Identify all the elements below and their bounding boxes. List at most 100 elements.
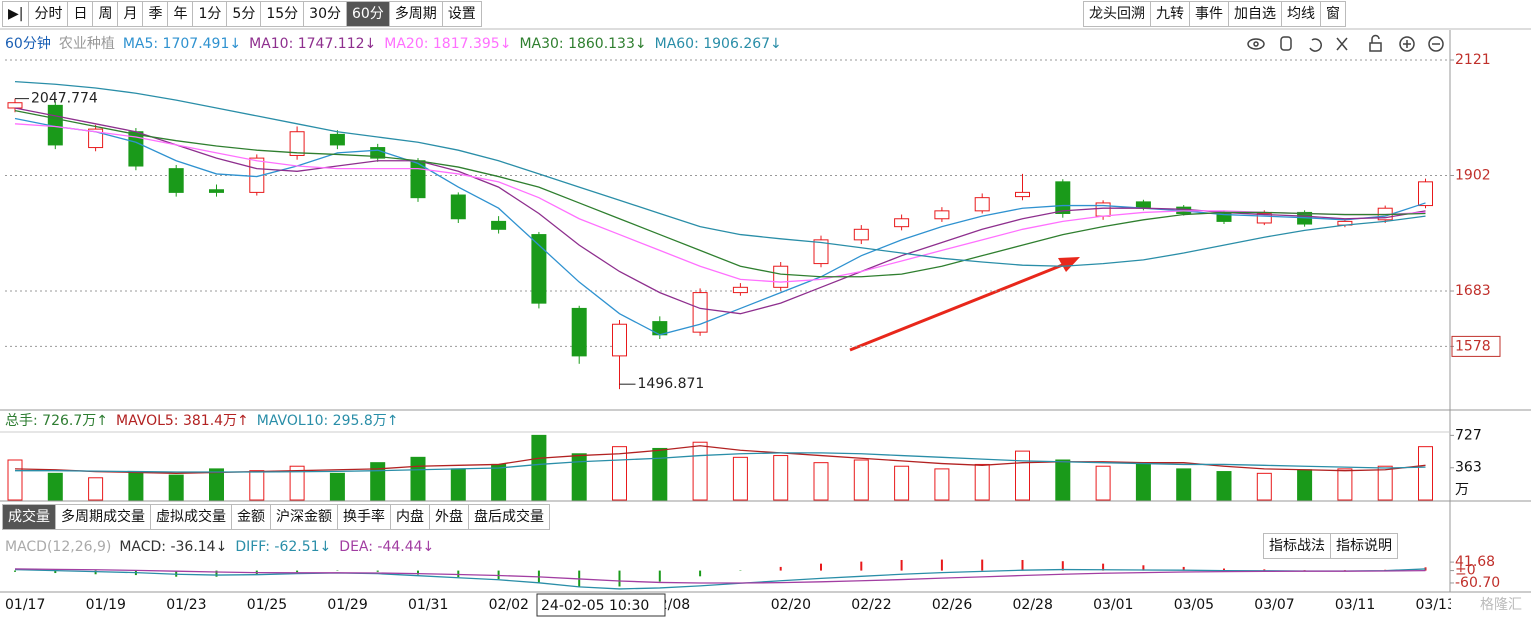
x-tick-label: 01/31 [408,597,448,613]
volume-bar [289,465,305,501]
volume-bar [1055,459,1071,501]
volume-bar [773,455,789,501]
period-button[interactable]: 季 [142,1,169,27]
period-button[interactable]: 多周期 [388,1,443,27]
period-button[interactable]: 分时 [28,1,69,27]
macd-bar [1182,566,1185,571]
period-button[interactable]: 60分 [345,1,390,27]
tool-button[interactable]: 九转 [1150,1,1190,27]
period-button[interactable]: 5分 [226,1,262,27]
volume-bar [47,472,63,501]
legend-entry: MA60: 1906.267↓ [655,36,782,52]
legend-entry: MACD: -36.14↓ [119,539,227,555]
indicator-tab[interactable]: 盘后成交量 [468,504,550,530]
annotation-arrow [849,260,1071,352]
candle-body [491,220,507,230]
macd-bar [1142,565,1145,571]
legend-entry: MAVOL5: 381.4万↑ [116,413,249,429]
toolbar-icon[interactable]: ▶| [2,1,30,27]
volume-bar [1135,463,1151,501]
macd-bar [14,570,16,572]
volume-bar [1418,446,1433,501]
macd-bar [296,570,299,573]
y-tick-label: 2121 [1455,52,1491,68]
x-tick-label: 01/19 [86,597,126,613]
macd-bar [578,570,581,587]
macd-bar [54,570,57,574]
macd-bar [940,559,943,571]
ma-line [14,80,1426,267]
indicator-tab[interactable]: 内盘 [390,504,430,530]
indicator-tab[interactable]: 外盘 [429,504,469,530]
x-tick-label: 02/22 [851,597,891,613]
volume-bar [612,446,627,501]
tool-button[interactable]: 窗 [1320,1,1346,27]
volume-bar [209,468,224,501]
candle-body [1418,181,1433,207]
period-button[interactable]: 年 [167,1,194,27]
volume-bar [1256,472,1272,501]
x-tick-label: 03/01 [1093,597,1133,613]
volume-bar [168,474,184,501]
indicator-tab[interactable]: 金额 [231,504,271,530]
indicator-tab[interactable]: 沪深金额 [270,504,338,530]
period-button[interactable]: 周 [92,1,119,27]
candle-body [692,292,708,333]
legend-entry: MA20: 1817.395↓ [384,36,511,52]
tool-button[interactable]: 事件 [1189,1,1229,27]
legend-entry: MA30: 1860.133↓ [519,36,646,52]
indicator-tab[interactable]: 虚拟成交量 [150,504,232,530]
x-tick-label: 02/28 [1013,597,1053,613]
macd-bar [699,570,702,577]
tool-icons [1247,34,1444,52]
ma-line [14,110,1426,278]
volume-bar [853,459,869,501]
period-button[interactable]: 30分 [303,1,347,27]
indicator-button[interactable]: 指标说明 [1330,533,1398,559]
tool-button[interactable]: 龙头回溯 [1083,1,1151,27]
candle-body [1377,207,1393,221]
high-annotation: 2047.774 [31,91,98,107]
volume-bar [1337,468,1353,501]
candle-body [773,265,789,288]
volume-bar [652,447,668,501]
period-button[interactable]: 设置 [441,1,482,27]
volume-bar [531,434,547,501]
tool-button[interactable]: 均线 [1281,1,1321,27]
period-button[interactable]: 1分 [192,1,228,27]
volume-bar [7,459,23,501]
volume-bar [894,465,910,501]
volume-bar [571,453,587,501]
axis-panel-cover [1451,593,1531,618]
volume-bar [329,472,345,501]
indicator-button[interactable]: 指标战法 [1263,533,1331,559]
macd-bar [1061,561,1064,571]
candle-body [289,131,305,156]
x-tick-label: 01/25 [247,597,287,613]
indicator-tab[interactable]: 多周期成交量 [55,504,151,530]
y-tick-label: 727 [1455,427,1482,443]
period-button[interactable]: 日 [67,1,94,27]
legend-entry: 农业种植 [59,36,115,52]
legend-entry: MAVOL10: 295.8万↑ [257,413,399,429]
indicator-tabs: 成交量 多周期成交量 虚拟成交量 金额 沪深金额 换手率 内盘 外盘 盘后成交量 [2,504,550,530]
indicator-buttons: 指标战法 指标说明 [1263,533,1398,559]
macd-bar [1384,569,1387,571]
candle-body [813,239,829,265]
volume-bar [1297,469,1313,501]
period-button[interactable]: 15分 [260,1,305,27]
macd-bar [134,570,137,576]
candle-body [1135,201,1151,209]
volume-bar [370,462,386,501]
indicator-tab[interactable]: 成交量 [2,504,56,530]
x-tick-label: 03/11 [1335,597,1375,613]
candle-body [450,194,466,220]
volume-bar [128,471,144,501]
legend-entry: MACD(12,26,9) [5,539,111,555]
period-button[interactable]: 月 [117,1,144,27]
macd-bar [618,570,621,587]
indicator-tab[interactable]: 换手率 [337,504,391,530]
candle-body [531,234,547,304]
tool-button[interactable]: 加自选 [1228,1,1282,27]
candle-body [571,307,587,357]
